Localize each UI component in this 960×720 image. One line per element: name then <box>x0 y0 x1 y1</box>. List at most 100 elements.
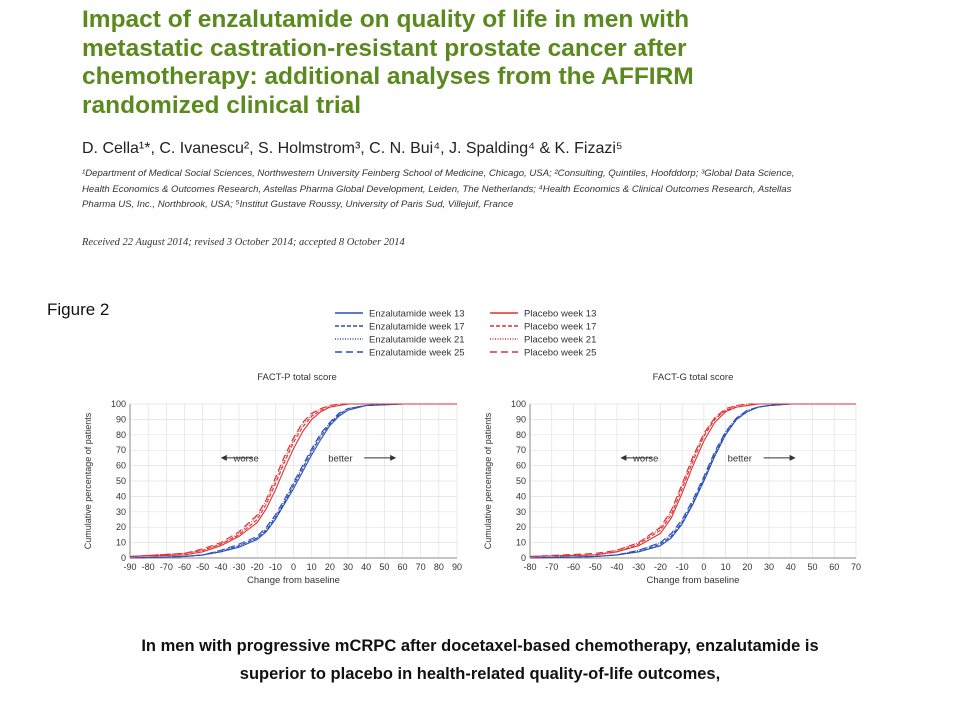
legend-label: Placebo week 13 <box>524 309 596 320</box>
x-tick-label: 40 <box>786 562 796 572</box>
chart-title: FACT-G total score <box>653 372 734 383</box>
y-tick-label: 70 <box>116 445 126 455</box>
title-line: chemotherapy: additional analyses from t… <box>82 63 694 90</box>
chart-title: FACT-P total score <box>257 372 337 383</box>
legend-label: Placebo week 17 <box>524 322 596 333</box>
y-axis-label: Cumulative percentage of patients <box>83 412 93 549</box>
x-tick-label: -90 <box>123 562 136 572</box>
y-tick-label: 10 <box>116 538 126 548</box>
affiliation-line: ¹Department of Medical Social Sciences, … <box>82 168 795 179</box>
x-tick-label: -10 <box>676 562 689 572</box>
y-tick-label: 80 <box>516 430 526 440</box>
y-tick-label: 20 <box>516 522 526 532</box>
series-line <box>529 403 856 558</box>
caption-line: superior to placebo in health-related qu… <box>239 665 721 683</box>
x-tick-label: 50 <box>379 562 389 572</box>
y-tick-label: 60 <box>116 461 126 471</box>
x-tick-label: 80 <box>434 562 444 572</box>
worse-label: worse <box>632 453 658 464</box>
author-list: D. Cella¹*, C. Ivanescu², S. Holmstrom³,… <box>82 140 623 157</box>
figure-label: Figure 2 <box>47 300 110 319</box>
chart-legend: Enzalutamide week 13 Enzalutamide week 17… <box>335 309 596 359</box>
better-arrowhead <box>789 454 796 461</box>
better-arrowhead <box>390 454 397 461</box>
x-tick-label: 10 <box>721 562 731 572</box>
series-line <box>129 403 457 559</box>
y-tick-label: 40 <box>516 491 526 501</box>
legend-label: Enzalutamide week 21 <box>369 335 465 346</box>
worse-arrowhead <box>620 454 627 461</box>
x-tick-label: -50 <box>196 562 209 572</box>
worse-label: worse <box>232 453 258 464</box>
series-line <box>129 403 457 558</box>
x-tick-label: -40 <box>214 562 227 572</box>
fact-p-chart: FACT-P total score -90 -80 -70 -60 -50 -40 -30-… <box>83 372 462 586</box>
x-tick-label: 60 <box>829 562 839 572</box>
worse-arrowhead <box>220 454 227 461</box>
x-tick-label: 70 <box>416 562 426 572</box>
y-tick-label: 30 <box>516 507 526 517</box>
x-tick-label: 20 <box>325 562 335 572</box>
x-tick-label: -70 <box>545 562 558 572</box>
y-tick-label: 50 <box>116 476 126 486</box>
y-tick-label: 100 <box>111 399 126 409</box>
x-tick-label: -20 <box>654 562 667 572</box>
legend-label: Enzalutamide week 25 <box>369 348 465 359</box>
title-line: randomized clinical trial <box>82 91 362 119</box>
x-tick-label: -80 <box>142 562 155 572</box>
title-line: Impact of enzalutamide on quality of lif… <box>82 6 690 33</box>
x-tick-label: 20 <box>742 562 752 572</box>
y-tick-label: 40 <box>116 491 126 501</box>
x-tick-label: 60 <box>397 562 407 572</box>
x-tick-label: -50 <box>589 562 602 572</box>
legend-label: Enzalutamide week 13 <box>369 309 465 320</box>
figure-caption: In men with progressive mCRPC after doce… <box>40 632 920 688</box>
y-tick-label: 0 <box>121 553 126 563</box>
series-line <box>529 403 856 558</box>
y-tick-label: 90 <box>516 414 526 424</box>
x-tick-label: 50 <box>808 562 818 572</box>
x-tick-label: -20 <box>251 562 264 572</box>
y-tick-label: 30 <box>116 507 126 517</box>
legend-label: Placebo week 25 <box>524 348 596 359</box>
x-tick-label: -60 <box>178 562 191 572</box>
x-axis-label: Change from baseline <box>247 575 340 586</box>
x-tick-label: 0 <box>291 562 296 572</box>
x-tick-label: 30 <box>764 562 774 572</box>
title-line: metastatic castration-resistant prostate… <box>82 34 687 62</box>
series-line <box>529 403 856 559</box>
affiliation-line: Pharma US, Inc., Northbrook, USA; ⁵Insti… <box>82 199 514 210</box>
fact-g-chart: FACT-G total score -80 -70 -60 -50 -40 -30 -20-… <box>483 372 861 586</box>
x-tick-label: 30 <box>343 562 353 572</box>
x-axis-label: Change from baseline <box>647 575 740 586</box>
received-dates: Received 22 August 2014; revised 3 Octob… <box>82 237 405 248</box>
y-tick-label: 100 <box>511 399 526 409</box>
series-line <box>129 403 457 559</box>
x-tick-label: -70 <box>160 562 173 572</box>
better-label: better <box>728 453 752 464</box>
caption-line: In men with progressive mCRPC after doce… <box>141 637 819 655</box>
y-tick-label: 90 <box>116 414 126 424</box>
better-label: better <box>328 453 352 464</box>
series-line <box>529 403 856 558</box>
x-tick-label: 90 <box>452 562 462 572</box>
legend-label: Placebo week 21 <box>524 335 596 346</box>
x-tick-label: -30 <box>232 562 245 572</box>
affiliations: ¹Department of Medical Social Sciences, … <box>82 166 842 213</box>
x-tick-label: -60 <box>567 562 580 572</box>
x-tick-label: 70 <box>851 562 861 572</box>
paper-title: Impact of enzalutamide on quality of lif… <box>82 6 782 120</box>
x-tick-label: 40 <box>361 562 371 572</box>
series-line <box>129 403 457 558</box>
affiliation-line: Health Economics & Outcomes Research, As… <box>82 183 792 195</box>
x-tick-label: -30 <box>632 562 645 572</box>
y-tick-label: 60 <box>516 461 526 471</box>
y-tick-label: 10 <box>516 538 526 548</box>
y-tick-label: 20 <box>116 522 126 532</box>
y-tick-label: 80 <box>116 430 126 440</box>
x-tick-label: 0 <box>701 562 706 572</box>
y-tick-label: 0 <box>521 553 526 563</box>
y-tick-label: 50 <box>516 476 526 486</box>
y-tick-label: 70 <box>516 445 526 455</box>
y-axis-label: Cumulative percentage of patients <box>483 412 493 549</box>
